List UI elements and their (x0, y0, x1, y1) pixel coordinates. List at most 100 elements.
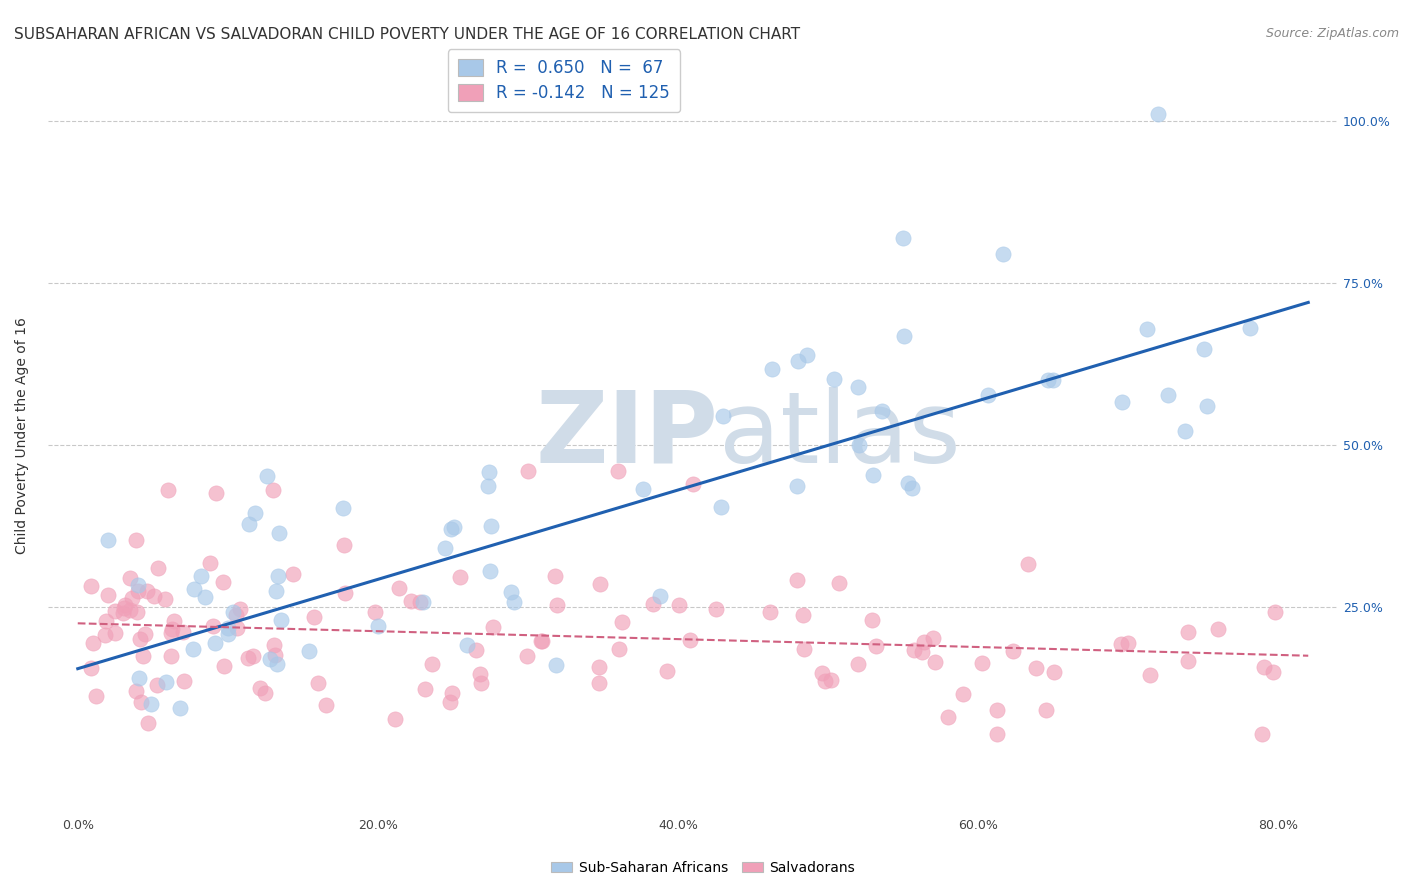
Point (97, 589, 120, 603)
Point (544, 569, 567, 583)
Point (588, 660, 610, 674)
Point (190, 569, 212, 583)
Point (302, 610, 325, 624)
Point (217, 621, 239, 635)
Point (413, 682, 436, 697)
Point (249, 681, 271, 696)
Point (408, 595, 430, 609)
Point (531, 634, 554, 648)
Point (172, 624, 194, 639)
Point (901, 481, 924, 495)
Point (153, 591, 176, 606)
Point (155, 675, 177, 690)
Point (470, 675, 492, 690)
Point (205, 485, 228, 500)
Point (786, 479, 808, 493)
Point (607, 641, 630, 656)
Point (482, 620, 505, 634)
Point (183, 582, 205, 596)
Point (977, 388, 1000, 402)
Point (499, 585, 522, 599)
Point (266, 569, 288, 583)
Point (399, 593, 422, 607)
Point (259, 651, 281, 665)
Point (1147, 107, 1170, 121)
Point (169, 701, 191, 715)
Point (1036, 373, 1059, 387)
Point (201, 618, 224, 632)
Point (792, 607, 814, 622)
Point (1025, 661, 1047, 675)
Point (796, 348, 818, 362)
Point (243, 507, 266, 521)
Point (135, 584, 157, 599)
Point (440, 686, 463, 700)
Point (991, 247, 1014, 261)
Point (156, 483, 179, 498)
Point (970, 656, 993, 670)
Point (897, 475, 920, 490)
Point (198, 556, 221, 570)
Point (160, 626, 183, 640)
Point (125, 533, 148, 548)
Point (136, 715, 159, 730)
Point (1042, 373, 1064, 387)
Point (112, 606, 135, 620)
Point (238, 651, 260, 665)
Point (443, 520, 465, 534)
Point (631, 483, 654, 497)
Point (1035, 703, 1057, 717)
Point (242, 648, 264, 663)
Point (814, 673, 837, 688)
Point (1264, 605, 1286, 619)
Point (226, 621, 249, 635)
Point (643, 597, 665, 611)
Point (1001, 644, 1024, 658)
Point (986, 703, 1008, 717)
Point (263, 648, 285, 662)
Point (502, 595, 524, 609)
Point (142, 590, 165, 604)
Legend: R =  0.650   N =  67, R = -0.142   N = 125: R = 0.650 N = 67, R = -0.142 N = 125 (449, 49, 681, 112)
Point (217, 627, 239, 641)
Point (1043, 665, 1066, 680)
Point (891, 230, 914, 244)
Point (120, 603, 142, 617)
Point (238, 517, 260, 532)
Point (893, 329, 915, 343)
Point (86, 690, 108, 704)
Point (160, 648, 183, 663)
Point (862, 468, 884, 483)
Point (921, 631, 943, 645)
Text: ZIP: ZIP (536, 387, 718, 483)
Point (128, 671, 150, 685)
Point (787, 353, 810, 368)
Point (1261, 665, 1284, 679)
Point (711, 409, 734, 424)
Point (114, 598, 136, 612)
Point (94, 614, 117, 628)
Point (546, 598, 568, 612)
Point (104, 626, 127, 640)
Point (212, 575, 235, 590)
Point (546, 658, 568, 673)
Point (125, 605, 148, 619)
Point (266, 657, 288, 671)
Point (134, 627, 156, 641)
Point (1177, 654, 1199, 668)
Point (181, 642, 204, 657)
Point (449, 569, 471, 583)
Point (820, 673, 842, 688)
Point (412, 595, 434, 609)
Point (1177, 625, 1199, 640)
Point (367, 619, 389, 633)
Point (1136, 321, 1159, 335)
Point (1253, 660, 1275, 674)
Point (420, 657, 443, 671)
Point (332, 500, 354, 515)
Point (1109, 637, 1132, 651)
Point (204, 636, 226, 650)
Point (1174, 424, 1197, 438)
Point (132, 648, 155, 663)
Point (682, 477, 704, 491)
